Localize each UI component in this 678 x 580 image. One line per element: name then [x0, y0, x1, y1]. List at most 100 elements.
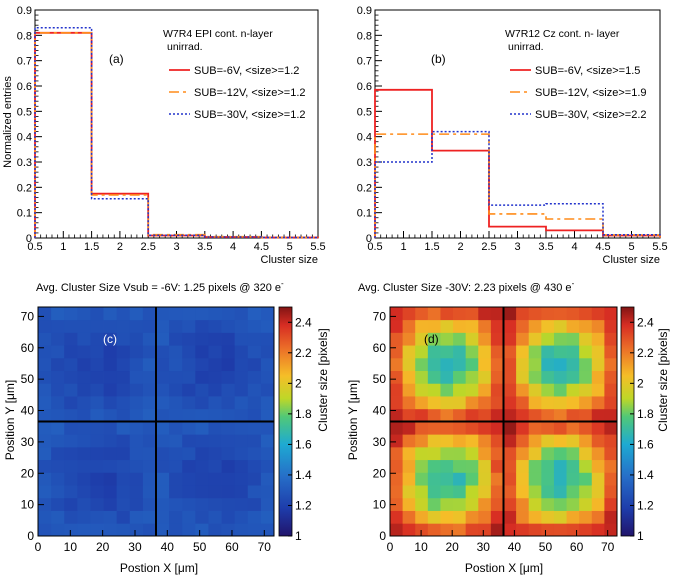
- panel-a-legend-label-1: SUB=-6V, <size>=1.2: [194, 65, 299, 77]
- panel-d-cell: [566, 510, 580, 524]
- panel-d-cell: [490, 472, 504, 486]
- panel-c-cell: [77, 485, 91, 499]
- panel-c-cell: [142, 332, 157, 346]
- panel-b-series-2: [374, 133, 661, 238]
- panel-c-cell: [182, 434, 196, 448]
- panel-d-cell: [415, 523, 429, 537]
- panel-c-cell: [64, 332, 78, 346]
- panel-c-cell: [221, 383, 236, 397]
- panel-d-cell: [453, 396, 467, 410]
- panel-c-cell: [182, 459, 196, 473]
- panel-d-cell: [516, 345, 530, 359]
- panel-d-cell: [478, 459, 492, 473]
- panel-b-label: (b): [431, 52, 446, 66]
- panel-d-cell: [478, 434, 492, 448]
- panel-d-cell: [591, 319, 605, 333]
- panel-d-cell: [566, 421, 580, 435]
- panel-c-cell: [156, 434, 170, 448]
- panel-d-cell: [591, 446, 605, 461]
- panel-c-cell: [208, 345, 222, 359]
- panel-c-cell: [247, 485, 262, 499]
- panel-d-colorbar-label: 2.4: [637, 315, 654, 329]
- panel-d-cell: [553, 370, 567, 384]
- panel-a-xtick-label: 2: [117, 241, 123, 253]
- panel-b-xtick-label: 2: [457, 241, 463, 253]
- panel-c-cell: [38, 523, 52, 537]
- panel-a-series-2: [34, 31, 319, 239]
- panel-d-cell: [579, 319, 593, 333]
- panel-d-cell: [465, 357, 479, 372]
- panel-c-ylabel: Position Y [μm]: [3, 380, 17, 461]
- panel-d-cell: [427, 459, 441, 473]
- panel-c-cell: [38, 472, 52, 486]
- panel-c-cell: [51, 446, 65, 461]
- panel-c-cell: [103, 383, 118, 397]
- panel-c-cell: [77, 421, 91, 435]
- panel-c-cell: [260, 332, 275, 346]
- panel-c-cell: [142, 370, 157, 384]
- panel-c-cell: [221, 345, 236, 359]
- panel-a-ytick-label: 0.2: [17, 182, 32, 194]
- panel-d-cell: [566, 319, 580, 333]
- panel-a-series-3: [34, 26, 319, 239]
- panel-d-cell: [465, 523, 479, 537]
- panel-d-cell: [528, 345, 542, 359]
- panel-d-cell: [490, 345, 504, 359]
- panel-c-cell: [156, 383, 170, 397]
- panel-c-cell: [103, 345, 118, 359]
- panel-c-cell: [247, 370, 262, 384]
- panel-c-cell: [169, 319, 183, 333]
- panel-c-cell: [90, 434, 104, 448]
- panel-d-cell: [490, 459, 504, 473]
- panel-d-cell: [604, 345, 618, 359]
- panel-c-cell: [90, 472, 104, 486]
- panel-c-cell: [90, 332, 104, 346]
- panel-d-cell: [503, 523, 517, 537]
- panel-c-cell: [182, 523, 196, 537]
- panel-d-cell: [465, 472, 479, 486]
- panel-d-cell: [528, 446, 542, 461]
- panel-c-cell: [182, 485, 196, 499]
- panel-d-cell: [490, 408, 504, 422]
- panel-c-cell: [208, 510, 222, 524]
- panel-c-cell: [195, 408, 209, 422]
- panel-c-cell: [182, 383, 196, 397]
- panel-c-cell: [51, 396, 65, 410]
- panel-d-cell: [427, 345, 441, 359]
- panel-d-cell: [440, 446, 454, 461]
- panel-c-cell: [260, 345, 275, 359]
- panel-c-cell: [129, 319, 144, 333]
- panel-c-cell: [169, 345, 183, 359]
- panel-d-cell: [591, 332, 605, 346]
- panel-d-cell: [516, 396, 530, 410]
- panel-c-cell: [51, 370, 65, 384]
- panel-d-cell: [553, 523, 567, 537]
- panel-d-cell: [503, 510, 517, 524]
- panel-d-cell: [566, 497, 580, 511]
- panel-c-cell: [129, 383, 144, 397]
- panel-c-cell: [142, 434, 157, 448]
- panel-d-cell: [440, 523, 454, 537]
- panel-d-cell: [415, 332, 429, 346]
- panel-c-cell: [38, 332, 52, 346]
- panel-d-colorbar-label: 1: [637, 529, 644, 543]
- panel-d-cell: [390, 357, 404, 372]
- panel-c-cell: [90, 370, 104, 384]
- panel-c-cell: [64, 510, 78, 524]
- panel-b-ytick-label: 0: [366, 233, 372, 245]
- panel-d-cell: [604, 434, 618, 448]
- panel-c-cell: [234, 459, 249, 473]
- panel-d-cell: [478, 396, 492, 410]
- panel-c-cell: [260, 485, 275, 499]
- panel-d-colorbar-label: 2: [637, 376, 644, 390]
- panel-c-cell: [77, 319, 91, 333]
- panel-d-cell: [553, 485, 567, 499]
- panel-d-ytick-label: 50: [373, 372, 387, 386]
- panel-c-cell: [129, 307, 144, 321]
- panel-c-cell: [38, 459, 52, 473]
- panel-d-cell: [390, 434, 404, 448]
- panel-a-xtick-label: 5: [287, 241, 293, 253]
- panel-d-cell: [553, 446, 567, 461]
- panel-c-cell: [64, 446, 78, 461]
- panel-d-xtick-label: 0: [387, 540, 394, 554]
